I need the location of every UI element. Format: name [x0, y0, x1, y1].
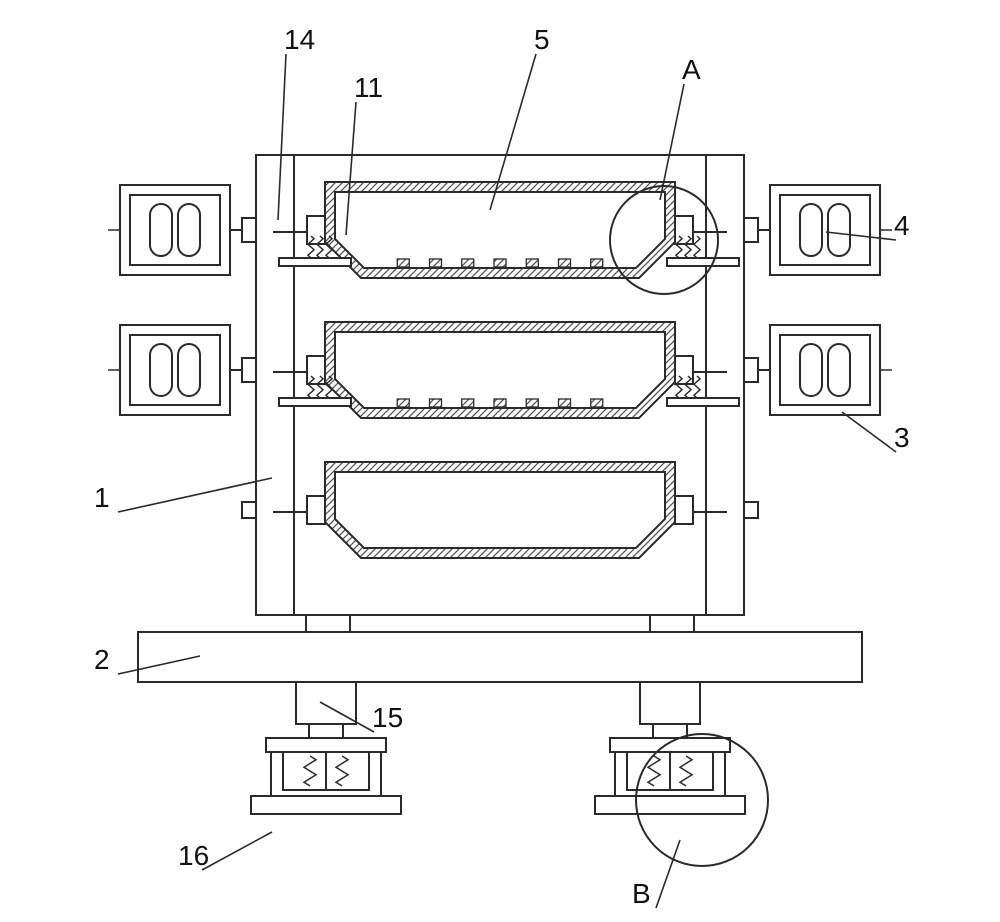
callout-label: 15: [372, 702, 403, 734]
callout-label: 3: [894, 422, 910, 454]
callout-label: 4: [894, 210, 910, 242]
diagram-canvas: [0, 0, 1000, 922]
callout-label: 2: [94, 644, 110, 676]
callout-label: 16: [178, 840, 209, 872]
callout-label: 1: [94, 482, 110, 514]
callout-label: A: [682, 54, 701, 86]
callout-label: 11: [354, 72, 383, 104]
callout-label: 14: [284, 24, 315, 56]
callout-label: B: [632, 878, 651, 910]
callout-label: 5: [534, 24, 550, 56]
